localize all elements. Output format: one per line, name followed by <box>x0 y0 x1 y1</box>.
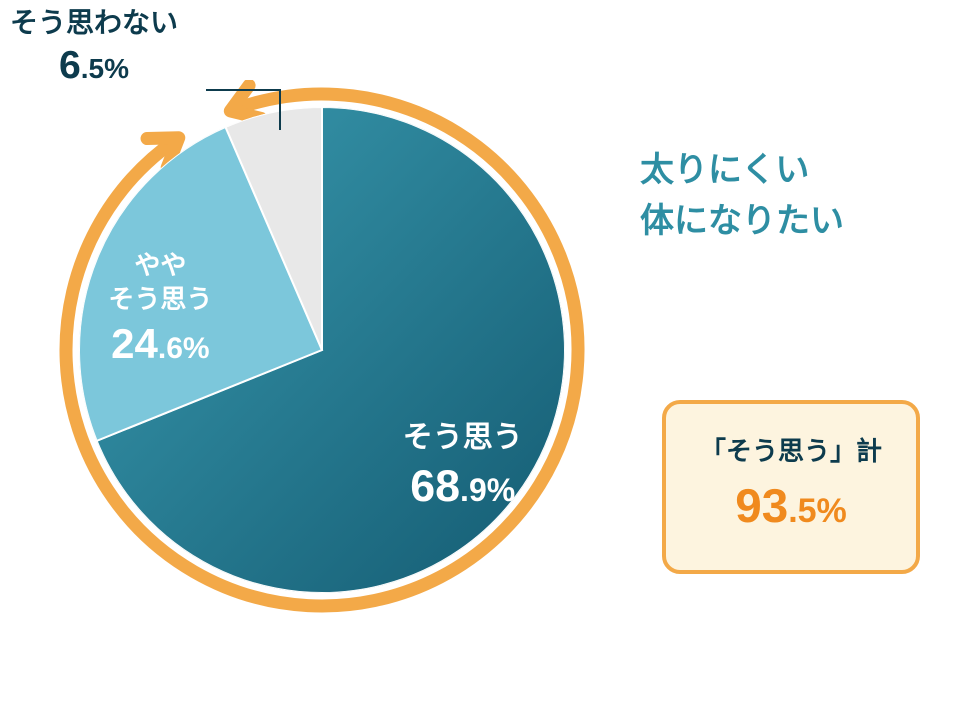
slice-label-somewhat-agree: やや そう思う 24.6% <box>108 249 212 371</box>
callout-label-disagree: そう思わない 6.5% <box>10 5 178 92</box>
slice-label-agree: そう思う 68.9% <box>403 418 523 515</box>
slice-name-disagree: そう思わない <box>10 5 178 41</box>
chart-title: 太りにくい 体になりたい <box>640 145 844 247</box>
slice-name-agree: そう思う <box>403 418 523 457</box>
pie-chart: そう思う 68.9% やや そう思う 24.6% <box>50 100 600 650</box>
slice-pct-agree: 68.9% <box>403 457 523 515</box>
slice-name-somewhat: やや そう思う <box>108 249 212 317</box>
slice-pct-disagree: 6.5% <box>59 65 129 82</box>
total-value: 93.5% <box>700 471 882 542</box>
slice-pct-somewhat: 24.6% <box>108 317 212 372</box>
total-label: 「そう思う」計 <box>700 432 882 471</box>
total-box: 「そう思う」計 93.5% <box>662 400 920 574</box>
